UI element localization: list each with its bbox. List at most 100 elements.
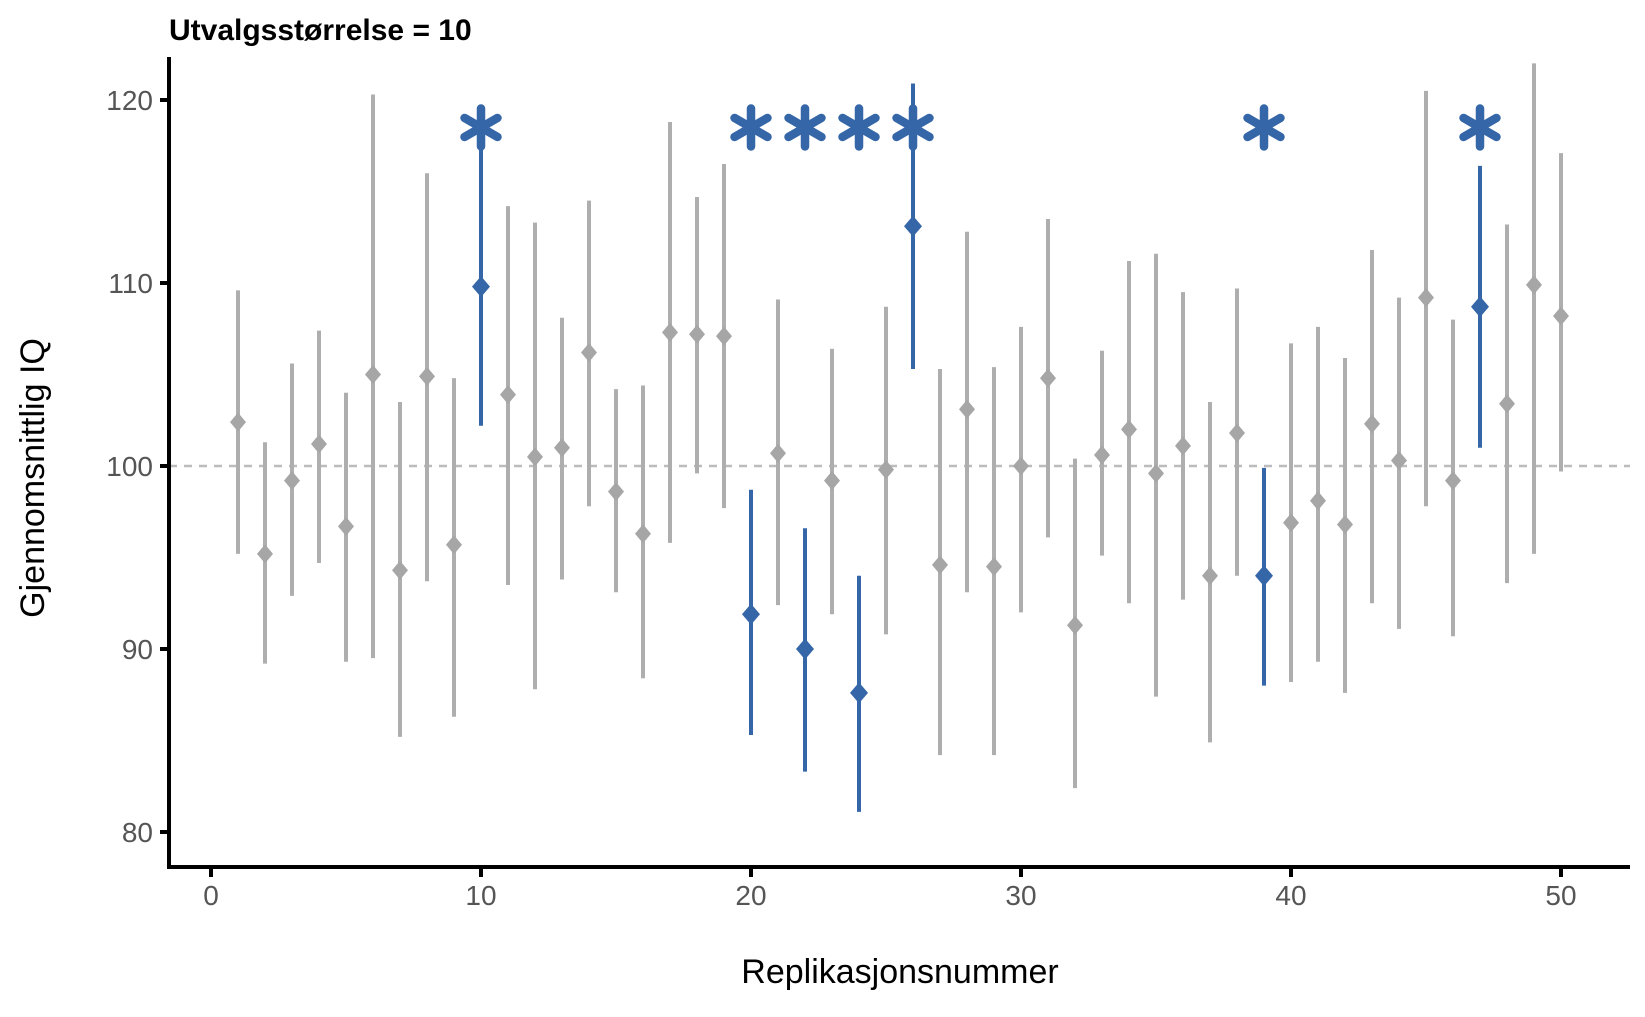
replication [1310, 326, 1326, 662]
mean-point [1121, 419, 1137, 439]
replication-significant [1255, 467, 1273, 686]
replication [1202, 401, 1218, 743]
asterisk-stroke [892, 113, 934, 142]
replication [824, 348, 840, 615]
mean-point [419, 366, 435, 386]
mean-point [1094, 445, 1110, 465]
mean-point [1391, 451, 1407, 471]
mean-point [932, 555, 948, 575]
replication [635, 385, 651, 679]
replication [338, 392, 354, 662]
mean-point [959, 399, 975, 419]
significance-asterisk [784, 104, 826, 151]
y-tick-label: 100 [106, 451, 153, 482]
asterisk-stroke [784, 113, 826, 142]
replication [878, 306, 894, 635]
mean-point [365, 365, 381, 384]
mean-point [878, 460, 894, 480]
replication-significant [1471, 165, 1489, 448]
mean-point [796, 638, 814, 660]
plot-title: Utvalgsstørrelse = 10 [169, 14, 472, 47]
significance-asterisk [460, 104, 502, 151]
replication [257, 442, 273, 664]
mean-point [716, 326, 732, 346]
replication [1229, 288, 1245, 576]
mean-point [1364, 414, 1380, 434]
mean-point [1418, 288, 1434, 308]
replication [959, 231, 975, 593]
x-tick-label: 40 [1275, 880, 1306, 911]
replication [932, 369, 948, 756]
replication [689, 196, 705, 474]
mean-point [311, 434, 327, 454]
replication [662, 121, 678, 543]
x-tick-label: 20 [735, 880, 766, 911]
x-axis-title: Replikasjonsnummer [741, 953, 1058, 991]
significance-asterisk [1459, 104, 1501, 151]
axes-layer: 80 90 100 110 120 0 10 20 30 40 50 [106, 57, 1630, 911]
y-tick-label: 80 [122, 817, 153, 848]
mean-point [1229, 423, 1245, 443]
asterisk-stroke [838, 113, 880, 142]
asterisk-stroke [730, 113, 772, 142]
mean-point [1202, 566, 1218, 586]
mean-point [472, 276, 490, 298]
replication [311, 330, 327, 563]
replication [1283, 343, 1299, 682]
asterisk-stroke [1243, 113, 1285, 142]
replication [1445, 319, 1461, 637]
mean-point [635, 524, 651, 544]
significance-asterisk [1243, 104, 1285, 151]
replication [1013, 326, 1029, 613]
mean-point [1255, 565, 1273, 587]
replication [1499, 224, 1515, 584]
replication [392, 401, 408, 737]
mean-point [662, 322, 678, 342]
mean-point [1499, 394, 1515, 414]
mean-point [284, 471, 300, 491]
replication [716, 164, 732, 509]
replication [1121, 261, 1137, 604]
mean-point [904, 215, 922, 237]
y-tick-label: 120 [106, 85, 153, 116]
replication [1364, 250, 1380, 604]
mean-point [1337, 515, 1353, 535]
replication [581, 200, 597, 507]
mean-point [1283, 513, 1299, 533]
asterisk-stroke [460, 113, 502, 142]
mean-point [824, 471, 840, 491]
mean-point [1067, 615, 1083, 635]
mean-point [850, 682, 868, 704]
replication [608, 389, 624, 593]
mean-point [338, 516, 354, 536]
replication [554, 317, 570, 580]
mean-point [1445, 471, 1461, 491]
mean-point [257, 544, 273, 564]
mean-point [770, 443, 786, 463]
replication [365, 94, 381, 659]
error-bars-layer [230, 63, 1569, 812]
x-tick-label: 10 [465, 880, 496, 911]
replication [1148, 253, 1164, 697]
x-tick-label: 50 [1545, 880, 1576, 911]
mean-point [1471, 296, 1489, 318]
replication [986, 367, 1002, 756]
replication [230, 290, 246, 554]
replication [527, 222, 543, 690]
y-axis-title: Gjennomsnittlig IQ [14, 338, 52, 618]
mean-point [581, 343, 597, 363]
mean-point [1526, 275, 1542, 295]
replication [1094, 350, 1110, 556]
replication [1067, 458, 1083, 789]
replication [284, 363, 300, 596]
mean-point [742, 603, 760, 625]
mean-point [446, 535, 462, 555]
significance-asterisk [730, 104, 772, 151]
mean-point [230, 412, 246, 432]
y-tick-label: 110 [108, 268, 153, 299]
replication [1553, 153, 1569, 472]
mean-point [1553, 306, 1569, 326]
asterisk-stroke [1459, 113, 1501, 142]
replication [1418, 90, 1434, 507]
